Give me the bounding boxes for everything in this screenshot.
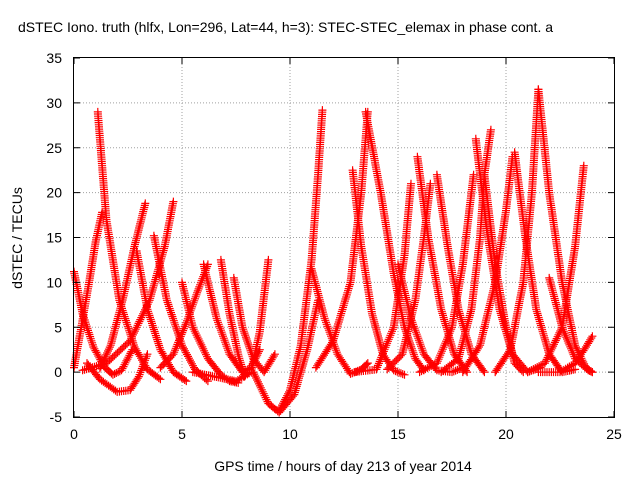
data-point-markers	[534, 332, 597, 377]
arc-series	[394, 260, 467, 377]
arc-series	[275, 106, 327, 415]
x-axis-label: GPS time / hours of day 213 of year 2014	[214, 458, 472, 474]
arc-series	[83, 350, 152, 396]
data-point-markers	[545, 273, 597, 377]
x-tick-label: 20	[498, 426, 514, 442]
arc-series	[523, 161, 588, 377]
y-tick-label: 0	[54, 364, 62, 380]
data-point-markers	[458, 152, 517, 377]
y-tick-label: 30	[46, 95, 62, 111]
y-tick-label: 25	[46, 140, 62, 156]
y-axis-label: dSTEC / TECUs	[9, 187, 25, 289]
arc-series	[480, 170, 528, 377]
arc-series	[534, 332, 597, 377]
x-tick-label: 15	[390, 426, 406, 442]
arc-series	[216, 255, 249, 381]
arc-series	[415, 170, 478, 377]
y-tick-label: -5	[50, 409, 63, 425]
arc-series	[534, 85, 597, 377]
data-point-markers	[413, 152, 472, 377]
data-point-markers	[523, 161, 588, 377]
x-tick-label: 10	[282, 426, 298, 442]
data-point-markers	[348, 166, 409, 379]
y-tick-label: 10	[46, 274, 62, 290]
data-point-markers	[83, 350, 152, 396]
data-point-markers	[415, 170, 478, 377]
data-point-markers	[491, 85, 543, 377]
y-tick-label: 20	[46, 185, 62, 201]
chart-title: dSTEC Iono. truth (hlfx, Lon=296, Lat=44…	[18, 19, 553, 35]
data-point-markers	[534, 85, 597, 377]
y-tick-label: 35	[46, 50, 62, 66]
arc-series	[491, 85, 543, 377]
x-tick-label: 0	[70, 426, 78, 442]
data-series	[70, 85, 597, 417]
data-point-markers	[394, 260, 467, 377]
arc-series	[149, 231, 212, 386]
arc-series	[545, 273, 597, 377]
arc-series	[413, 152, 472, 377]
x-tick-label: 25	[606, 426, 622, 442]
data-point-markers	[149, 231, 212, 386]
data-point-markers	[275, 106, 327, 415]
axis-ticks: 0 5 10 15 20 25 -5 0 5 10 15 20 25 30 35	[46, 50, 622, 442]
data-point-markers	[480, 170, 528, 377]
plot-frame	[73, 57, 615, 418]
data-point-markers	[188, 255, 273, 386]
data-point-markers	[361, 107, 428, 375]
arc-series	[361, 107, 428, 375]
y-tick-label: 15	[46, 230, 62, 246]
y-tick-label: 5	[54, 319, 62, 335]
data-point-markers	[216, 255, 249, 381]
x-tick-label: 5	[178, 426, 186, 442]
arc-series	[458, 152, 517, 377]
arc-series	[348, 166, 409, 379]
arc-series	[188, 255, 273, 386]
